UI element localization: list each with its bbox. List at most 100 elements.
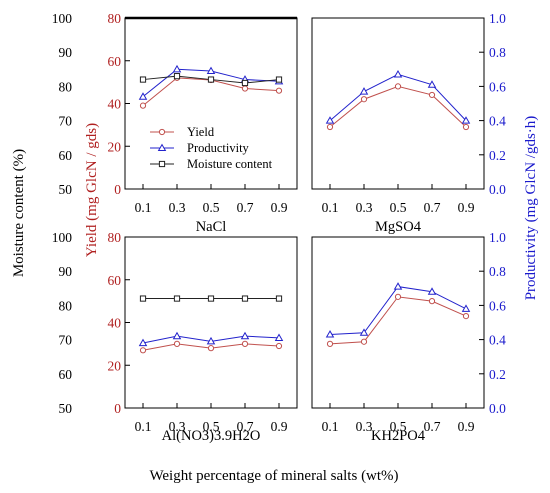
yield-tick-label: 80 — [108, 11, 122, 26]
moisture-tick-label: 70 — [59, 333, 73, 348]
legend-label-moisture-content: Moisture content — [187, 157, 273, 171]
productivity-tick-label: 0.8 — [489, 45, 506, 60]
legend-marker-moisture-content — [158, 160, 166, 168]
yield-point — [241, 85, 249, 92]
productivity-point — [461, 116, 471, 124]
x-tick-label: 0.1 — [135, 419, 152, 434]
yield-point — [462, 123, 470, 131]
moisture-content-point — [275, 295, 283, 302]
panel-title-alno3: Al(NO3)3.9H2O — [162, 428, 261, 444]
panel-title-kh2po4: KH2PO4 — [371, 428, 426, 444]
moisture-content-point — [173, 295, 181, 302]
productivity-point — [206, 336, 216, 345]
panel-frame-mgso4 — [311, 17, 485, 190]
yield-tick-label: 20 — [108, 139, 122, 154]
x-tick-label: 0.3 — [169, 419, 186, 434]
x-axis-title: Weight percentage of mineral salts (wt%) — [149, 468, 398, 484]
moisture-content-point — [173, 73, 181, 80]
yield-tick-label: 20 — [108, 358, 122, 373]
productivity-tick-label: 0.0 — [489, 182, 506, 197]
productivity-line-mgso4 — [329, 73, 467, 121]
panel-title-nacl: NaCl — [196, 219, 227, 235]
legend-marker-yield — [158, 128, 166, 136]
productivity-tick-label: 0.4 — [489, 114, 506, 129]
yield-point — [462, 312, 470, 320]
productivity-tick-label: 0.6 — [489, 79, 506, 94]
productivity-tick-label: 0.2 — [489, 148, 506, 163]
productivity-tick-label: 1.0 — [489, 11, 506, 26]
yield-axis-title: Yield (mg GlcN / gds) — [84, 123, 100, 257]
productivity-point — [274, 333, 284, 341]
moisture-axis-title: Moisture content (%) — [11, 149, 27, 277]
moisture-tick-label: 80 — [59, 298, 73, 313]
moisture-tick-label: 100 — [52, 230, 73, 245]
productivity-tick-label: 0.6 — [489, 298, 506, 313]
yield-tick-label: 60 — [108, 273, 122, 288]
productivity-point — [359, 328, 369, 336]
productivity-point — [393, 70, 403, 78]
moisture-tick-label: 100 — [52, 11, 73, 26]
x-tick-label: 0.9 — [458, 419, 475, 434]
yield-tick-label: 60 — [108, 54, 122, 69]
productivity-point — [393, 282, 403, 290]
panel-title-mgso4: MgSO4 — [375, 219, 422, 235]
yield-point — [241, 340, 249, 347]
yield-point — [139, 102, 147, 109]
moisture-content-point — [275, 76, 283, 83]
moisture-tick-label: 90 — [59, 45, 73, 60]
x-tick-label: 0.1 — [322, 200, 339, 215]
productivity-point — [172, 64, 182, 73]
yield-tick-label: 80 — [108, 230, 122, 245]
x-tick-label: 0.7 — [237, 200, 254, 215]
yield-tick-label: 40 — [108, 316, 122, 331]
axes-layer — [125, 17, 484, 409]
productivity-point — [172, 331, 182, 340]
labels-layer: 0.1 0.3 0.5 0.7 0.9 0.1 0.3 0.5 0.7 0.9 0.1 0.3 0.5 0… — [11, 11, 539, 484]
productivity-tick-label: 0.8 — [489, 264, 506, 279]
yield-point — [139, 347, 147, 354]
x-tick-label: 0.9 — [271, 200, 288, 215]
yield-line-mgso4 — [329, 85, 467, 128]
productivity-point — [206, 66, 216, 75]
productivity-point — [138, 92, 148, 100]
moisture-content-point — [139, 295, 147, 302]
x-tick-label: 0.7 — [237, 419, 254, 434]
moisture-tick-label: 50 — [59, 401, 73, 416]
x-tick-label: 0.3 — [356, 419, 373, 434]
yield-line-kh2po4 — [329, 296, 467, 345]
moisture-content-point — [139, 76, 147, 83]
yield-point — [360, 96, 368, 103]
legend-label-yield: Yield — [187, 125, 215, 139]
moisture-tick-label: 90 — [59, 264, 73, 279]
moisture-tick-label: 80 — [59, 79, 73, 94]
productivity-point — [325, 116, 335, 124]
x-tick-label: 0.5 — [203, 419, 220, 434]
productivity-point — [138, 338, 148, 347]
yield-point — [360, 338, 368, 345]
moisture-content-point — [207, 295, 215, 302]
x-tick-label: 0.1 — [135, 200, 152, 215]
yield-point — [428, 91, 436, 99]
marks-layer — [138, 64, 471, 354]
productivity-tick-label: 0.2 — [489, 367, 506, 382]
productivity-tick-label: 1.0 — [489, 230, 506, 245]
moisture-content-point — [241, 79, 249, 87]
yield-tick-label: 40 — [108, 97, 122, 112]
yield-point — [275, 87, 283, 94]
productivity-point — [359, 87, 369, 95]
x-tick-label: 0.3 — [169, 200, 186, 215]
x-tick-label: 0.7 — [424, 419, 441, 434]
yield-point — [394, 293, 402, 300]
yield-tick-label: 0 — [114, 182, 121, 197]
x-tick-label: 0.3 — [356, 200, 373, 215]
x-tick-label: 0.1 — [322, 419, 339, 434]
legend-marker-productivity — [157, 143, 167, 152]
moisture-tick-label: 70 — [59, 114, 73, 129]
productivity-point — [427, 287, 437, 295]
productivity-point — [461, 304, 471, 312]
moisture-content-point — [241, 295, 249, 302]
panel-frame-kh2po4 — [311, 236, 485, 409]
x-tick-label: 0.5 — [390, 419, 407, 434]
productivity-tick-label: 0.0 — [489, 401, 506, 416]
